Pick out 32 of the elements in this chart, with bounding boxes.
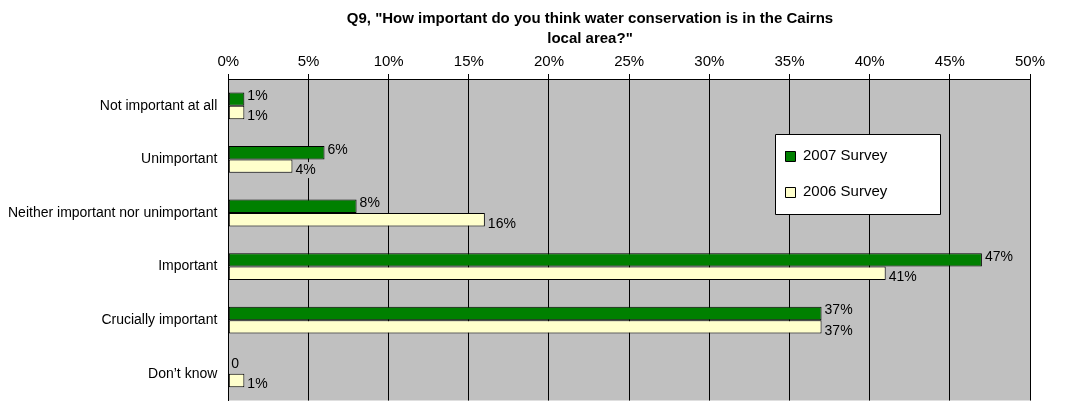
x-tick-label: 50% [1014,52,1046,70]
data-label: 4% [295,160,316,177]
data-label: 1% [247,375,268,392]
x-tick-label: 15% [453,52,484,70]
data-label: 41% [888,268,917,285]
x-tick-label: 25% [614,52,645,70]
x-tick-label: 35% [774,52,805,70]
x-tick-label: 45% [934,52,965,70]
data-label: 16% [487,214,516,231]
data-label: 1% [247,86,268,103]
x-tick-label: 10% [373,52,404,70]
x-tick-label: 0% [217,52,240,70]
data-label: 1% [247,107,268,124]
y-tick-label: Neither important nor unimportant [8,203,218,220]
data-label: 8% [359,194,380,211]
y-tick-label: Don’t know [148,364,219,381]
x-tick-label: 20% [533,52,565,70]
x-tick-label: 40% [854,52,885,70]
y-tick-label: Not important at all [99,96,218,113]
data-label: 47% [984,247,1013,264]
x-tick-label: 30% [694,52,725,70]
data-label: 0 [231,354,240,371]
data-label: 37% [824,321,853,338]
x-tick-label: 5% [297,52,320,70]
y-tick-label: Important [158,257,218,274]
legend-label: 2007 Survey [803,146,888,164]
data-label: 6% [327,140,348,157]
data-label: 37% [824,301,853,318]
legend-label: 2006 Survey [803,182,888,200]
y-tick-label: Crucially important [101,311,218,328]
chart-title: Q9, "How important do you think water conservation is in the Cairns local area?" [345,8,835,48]
y-tick-label: Unimportant [141,150,218,167]
